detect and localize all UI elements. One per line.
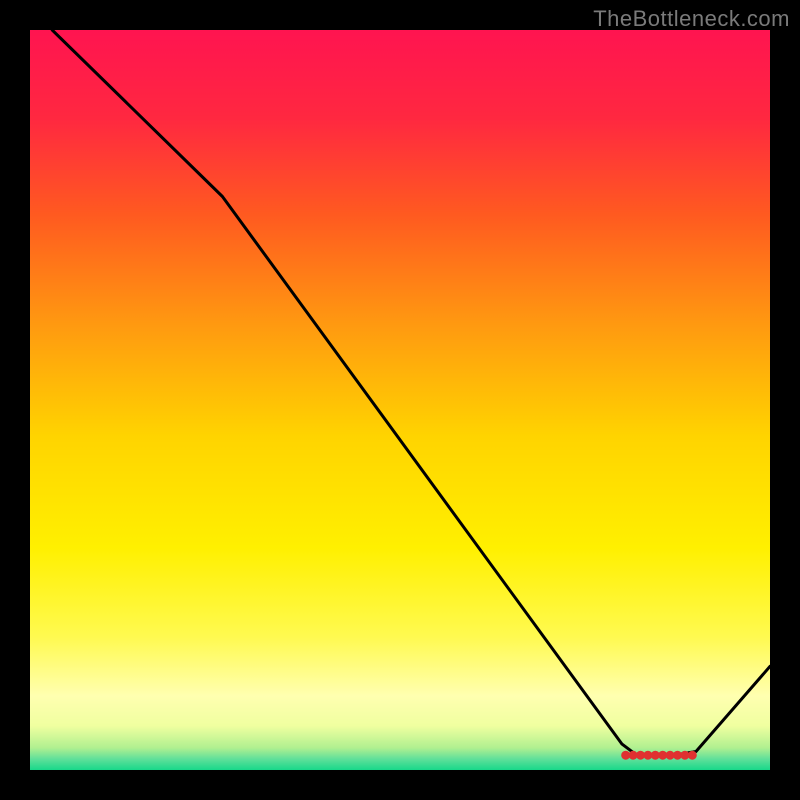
plot-area: [30, 30, 770, 770]
bottleneck-curve: [52, 30, 770, 755]
watermark-label: TheBottleneck.com: [593, 6, 790, 32]
curve-layer: [30, 30, 770, 770]
valley-markers: [621, 751, 697, 760]
chart-frame: TheBottleneck.com: [0, 0, 800, 800]
valley-marker-dot: [688, 751, 697, 760]
